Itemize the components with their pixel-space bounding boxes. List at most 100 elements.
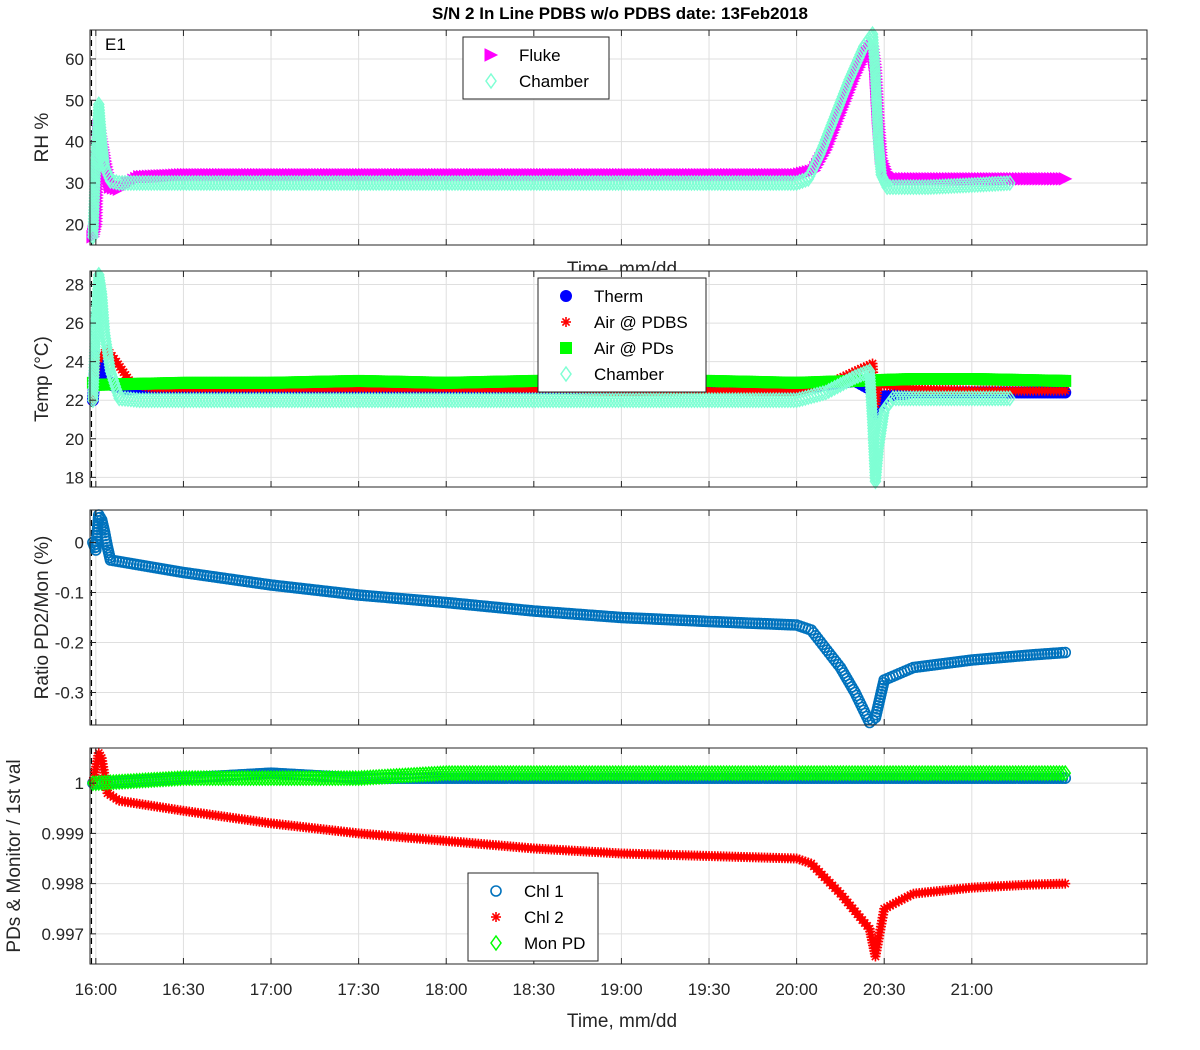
data-point (872, 130, 885, 148)
legend-label: Therm (594, 287, 643, 306)
data-point (992, 175, 1005, 192)
data-point (843, 371, 856, 389)
data-point (865, 399, 878, 417)
data-point (939, 177, 952, 195)
axes-frame (89, 509, 1148, 726)
y-tick-label: 26 (65, 314, 84, 333)
data-point (880, 398, 893, 416)
data-point (989, 175, 1002, 193)
data-point (93, 107, 106, 125)
legend-marker (560, 290, 572, 302)
legend-label: Chamber (594, 365, 664, 384)
y-tick-label: -0.3 (55, 684, 84, 703)
data-point (822, 382, 835, 400)
legend-label: Air @ PDBS (594, 313, 688, 332)
data-point (790, 174, 803, 192)
data-point (98, 152, 110, 170)
data-point (863, 365, 876, 383)
axes-frame (89, 29, 1148, 246)
data-point (814, 385, 826, 403)
data-point (983, 175, 996, 193)
data-point (930, 178, 943, 195)
data-point (872, 124, 884, 142)
data-point (94, 119, 107, 136)
data-point (793, 173, 806, 191)
data-point (945, 177, 958, 195)
data-point (787, 391, 800, 409)
y-axis-label: Ratio PD2/Mon (%) (32, 536, 53, 700)
y-axis-label: RH % (32, 113, 53, 163)
data-point (866, 402, 878, 420)
data-point (875, 163, 887, 181)
data-point (94, 116, 107, 133)
data-point (849, 368, 861, 386)
data-point (977, 176, 990, 193)
data-point (878, 401, 891, 419)
data-point (866, 411, 879, 428)
y-tick-label: -0.1 (55, 584, 84, 603)
data-point (874, 155, 887, 172)
data-point (865, 388, 878, 406)
data-point (980, 175, 993, 193)
data-point (854, 366, 867, 384)
axes-frame (89, 270, 1148, 488)
data-point (1000, 389, 1013, 407)
data-point (834, 376, 847, 394)
data-point (864, 380, 877, 397)
data-point (867, 420, 879, 437)
y-tick-label: 30 (65, 174, 84, 193)
y-tick-label: 0 (75, 534, 84, 553)
legend-marker (484, 48, 499, 62)
data-point (998, 175, 1010, 192)
data-point (852, 367, 864, 385)
legend-marker (560, 342, 572, 354)
data-point-stroke (1061, 386, 1070, 395)
data-point (864, 368, 876, 386)
y-tick-label: 20 (65, 215, 84, 234)
data-point (863, 362, 876, 380)
y-tick-label: 28 (65, 276, 84, 295)
data-point (98, 155, 111, 172)
y-tick-label: 22 (65, 391, 84, 410)
data-point (828, 379, 841, 397)
data-point (872, 127, 885, 145)
data-point (927, 178, 940, 196)
data-point (864, 382, 877, 400)
data-point (94, 121, 107, 139)
y-axis-label: Temp (°C) (32, 336, 53, 422)
figure-title: S/N 2 In Line PDBS w/o PDBS date: 13Feb2… (432, 4, 808, 23)
data-point (936, 178, 949, 195)
data-point (840, 373, 853, 390)
data-point (873, 144, 886, 161)
panel-4: 16:00 16:30 17:00 17:30 18:00 18:30 19:00 19:30… (4, 747, 1148, 999)
y-tick-label: 40 (65, 133, 84, 152)
series-2 (86, 25, 1016, 246)
data-point (93, 98, 105, 116)
y-tick-label: -0.2 (55, 634, 84, 653)
data-point (974, 176, 987, 193)
data-point (103, 357, 116, 374)
plot-area (90, 510, 1147, 725)
y-tick-label: 60 (65, 50, 84, 69)
data-point (933, 178, 946, 195)
data-point (866, 417, 879, 434)
data-point (874, 152, 886, 170)
data-point (93, 110, 106, 128)
legend-marker (560, 365, 572, 383)
data-point (93, 104, 106, 122)
data-point (1003, 174, 1016, 192)
data-point (1058, 172, 1073, 186)
data-point (865, 397, 878, 414)
legend-marker-stroke (561, 317, 571, 327)
data-point (971, 176, 984, 194)
data-point (1000, 174, 1013, 192)
legend-label: Fluke (519, 46, 561, 65)
data-point (872, 136, 885, 153)
data-point (948, 177, 961, 195)
data-point (968, 176, 981, 194)
y-tick-label: 20 (65, 430, 84, 449)
plot-area (90, 30, 1147, 245)
